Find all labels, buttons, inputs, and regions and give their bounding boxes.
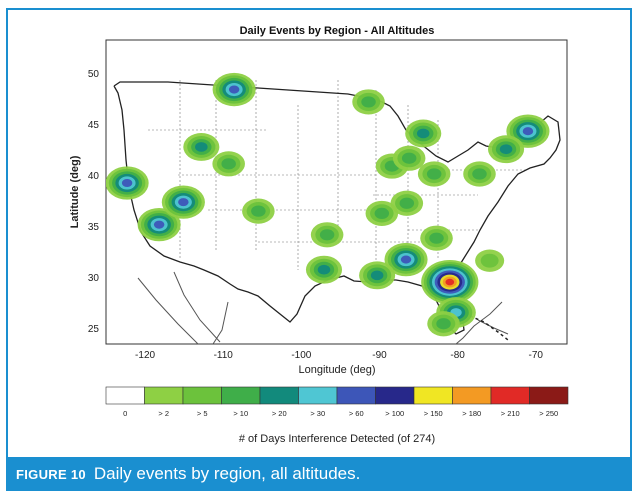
- hotspot-ring: [426, 168, 442, 180]
- hotspot: [242, 198, 275, 224]
- hotspot: [405, 119, 442, 148]
- hotspot: [310, 222, 344, 248]
- hotspot: [488, 135, 525, 164]
- hotspot-layer: [106, 72, 550, 337]
- x-tick-label: -70: [529, 350, 544, 361]
- colorbar-tick-label: > 250: [539, 409, 558, 418]
- colorbar-swatch: [452, 386, 492, 405]
- x-tick-label: -80: [450, 350, 465, 361]
- colorbar: 0 > 2 > 5 > 10 > 20 > 30 > 60 > 100 > 150 > 180 > …: [105, 386, 569, 418]
- hotspot: [417, 161, 451, 187]
- colorbar-swatch: [375, 386, 415, 405]
- colorbar-tick-label: > 60: [349, 409, 364, 418]
- hotspot-ring: [374, 207, 390, 219]
- hotspot-ring: [445, 278, 455, 286]
- neighbor-coastline: [137, 271, 509, 344]
- hotspot: [183, 133, 220, 161]
- hotspot: [365, 200, 399, 226]
- hotspot-ring: [195, 142, 208, 152]
- colorbar-swatch: [529, 386, 569, 405]
- hotspot-ring: [472, 168, 487, 180]
- hotspot: [161, 185, 205, 219]
- hotspot-ring: [480, 253, 499, 268]
- figure-caption-bar: FIGURE 10 Daily events by region, all al…: [6, 457, 632, 491]
- hotspot-ring: [251, 205, 266, 217]
- hotspot: [212, 72, 256, 107]
- hotspot-ring: [401, 152, 417, 164]
- hotspot: [305, 255, 343, 284]
- hotspot: [420, 225, 453, 251]
- hotspot-ring: [399, 197, 415, 209]
- colorbar-tick-label: > 5: [197, 409, 208, 418]
- y-tick-label: 35: [88, 222, 100, 233]
- hotspot-ring: [499, 144, 513, 155]
- y-tick-label: 40: [88, 171, 100, 182]
- hotspot-ring: [121, 178, 133, 188]
- x-axis-label: Longitude (deg): [298, 364, 375, 376]
- hotspot-ring: [153, 220, 165, 229]
- x-tick-label: -110: [214, 350, 234, 361]
- colorbar-swatch: [259, 386, 299, 405]
- hotspot-ring: [361, 96, 376, 108]
- hotspot-ring: [178, 198, 189, 207]
- coastal-islands: [469, 315, 509, 341]
- colorbar-swatch: [336, 386, 376, 405]
- y-axis-label: Latitude (deg): [69, 155, 81, 228]
- x-tick-label: -100: [291, 350, 311, 361]
- hotspot: [359, 261, 396, 290]
- figure-label: FIGURE 10: [16, 466, 86, 482]
- colorbar-swatch: [221, 386, 261, 405]
- colorbar-tick-label: > 100: [385, 409, 404, 418]
- y-tick-label: 30: [88, 273, 100, 284]
- hotspot-ring: [319, 229, 335, 241]
- hotspot: [384, 242, 428, 277]
- hotspot: [475, 249, 505, 272]
- colorbar-swatch: [298, 386, 338, 405]
- hotspot-ring: [522, 127, 534, 136]
- colorbar-swatch: [144, 386, 184, 405]
- colorbar-swatch: [413, 386, 453, 405]
- colorbar-tick-label: > 20: [272, 409, 287, 418]
- hotspot-ring: [400, 255, 412, 264]
- hotspot: [137, 207, 181, 242]
- hotspot: [352, 89, 385, 115]
- colorbar-tick-label: > 150: [424, 409, 443, 418]
- x-axis: -120 -110 -100 -90 -80 -70: [135, 350, 543, 361]
- colorbar-tick-label: > 10: [233, 409, 248, 418]
- hotspot: [106, 166, 149, 200]
- hotspot-ring: [317, 264, 331, 275]
- hotspot-ring: [429, 232, 444, 244]
- colorbar-title: # of Days Interference Detected (of 274): [239, 433, 435, 445]
- colorbar-tick-label: > 2: [158, 409, 169, 418]
- y-axis: 25 30 35 40 45 50: [88, 69, 100, 335]
- hotspot-ring: [370, 270, 384, 281]
- colorbar-tick-label: > 210: [501, 409, 520, 418]
- hotspot-ring: [228, 85, 240, 94]
- chart-title: Daily Events by Region - All Altitudes: [240, 25, 435, 37]
- hotspot: [212, 151, 245, 177]
- hotspot: [390, 190, 424, 216]
- colorbar-swatch: [490, 386, 530, 405]
- hotspot: [427, 311, 460, 337]
- colorbar-tick-label: > 180: [462, 409, 481, 418]
- colorbar-tick-label: 0: [123, 409, 127, 418]
- hotspot: [392, 145, 426, 171]
- y-tick-label: 45: [88, 120, 100, 131]
- hotspot: [421, 259, 479, 305]
- figure-frame: Daily Events by Region - All Altitudes 2…: [6, 8, 632, 491]
- hotspot-ring: [416, 128, 430, 139]
- y-tick-label: 25: [88, 324, 100, 335]
- x-tick-label: -90: [372, 350, 387, 361]
- heatmap-chart: Daily Events by Region - All Altitudes 2…: [69, 25, 569, 445]
- hotspot-ring: [221, 158, 236, 170]
- hotspot: [463, 161, 496, 187]
- y-tick-label: 50: [88, 69, 100, 80]
- figure-caption: Daily events by region, all altitudes.: [93, 464, 361, 483]
- colorbar-swatch: [182, 386, 222, 405]
- colorbar-swatch: [105, 386, 145, 405]
- hotspot-ring: [436, 318, 451, 330]
- colorbar-tick-label: > 30: [310, 409, 325, 418]
- x-tick-label: -120: [135, 350, 155, 361]
